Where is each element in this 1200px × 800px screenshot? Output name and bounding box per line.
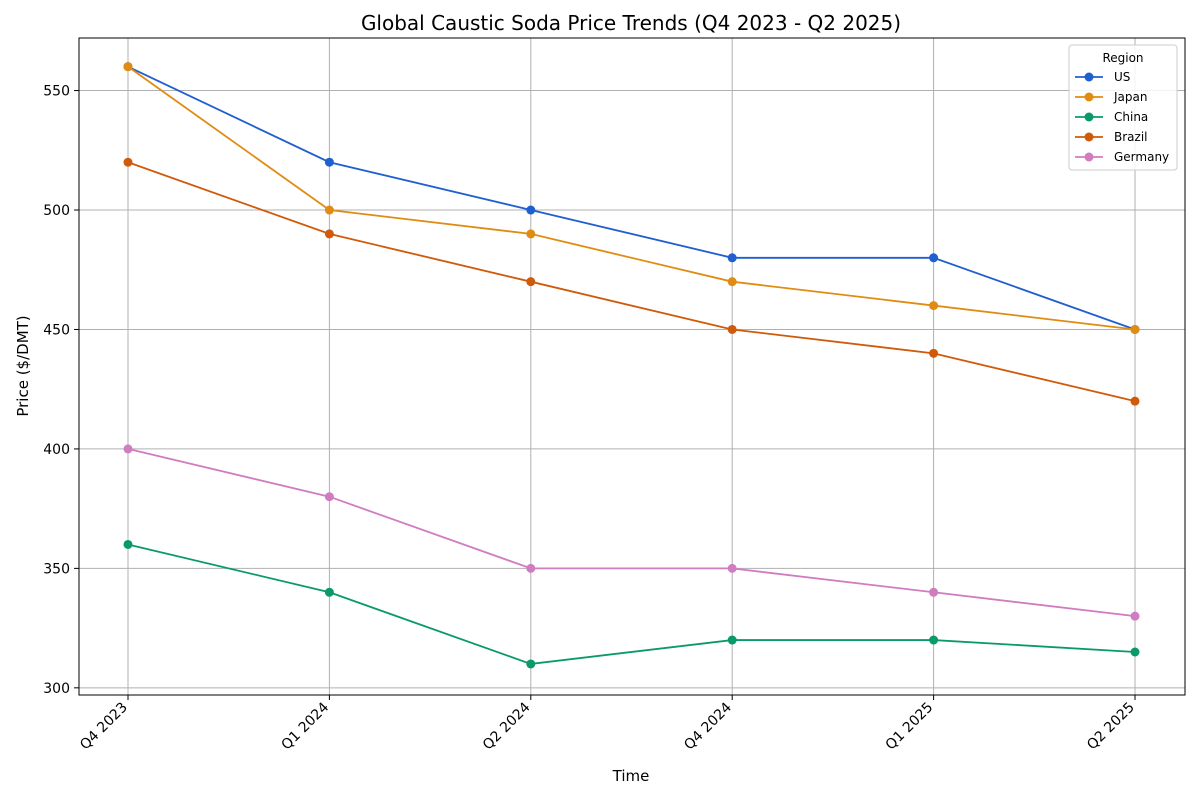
data-point [929,635,939,645]
data-point [929,348,939,358]
chart-title: Global Caustic Soda Price Trends (Q4 202… [361,11,901,35]
y-tick-label: 300 [43,681,70,697]
data-point [324,229,334,239]
y-tick-label: 550 [43,84,70,100]
legend-item-china: China [1075,110,1148,124]
data-point [123,157,133,167]
data-point [1130,396,1140,406]
data-point [123,62,133,72]
legend-item-us: US [1075,70,1130,84]
data-point [123,444,133,454]
series-layer [123,62,1140,669]
data-point [727,324,737,334]
data-point [727,635,737,645]
series-germany [123,444,1140,621]
data-point [324,205,334,215]
data-point [1130,324,1140,334]
y-tick-label: 500 [43,203,70,219]
legend-item-japan: Japan [1075,90,1147,104]
data-point [929,301,939,311]
x-axis-label: Time [612,767,650,785]
data-point [929,587,939,597]
series-line [127,65,1136,331]
y-tick-label: 400 [43,442,70,458]
y-tick-label: 450 [43,322,70,338]
data-point [324,492,334,502]
data-point [1130,611,1140,621]
y-axis-label: Price ($/DMT) [14,315,32,416]
data-point [526,659,536,669]
legend-item-brazil: Brazil [1075,130,1148,144]
series-line [127,65,1136,331]
plot-area-frame [78,37,1186,696]
data-point [324,587,334,597]
series-china [123,539,1140,669]
data-point [526,277,536,287]
data-point [1130,647,1140,657]
legend-marker [1084,92,1094,102]
y-tick-label: 350 [43,561,70,577]
data-point [929,253,939,263]
legend-marker [1084,152,1094,162]
legend: Region US Japan China Brazil Germany [1068,44,1178,171]
legend-label: Brazil [1114,130,1148,144]
data-point [727,277,737,287]
data-point [727,253,737,263]
data-point [727,563,737,573]
series-line [127,161,1136,403]
series-brazil [123,157,1140,406]
legend-label: Germany [1114,150,1169,164]
legend-marker [1084,112,1094,122]
data-point [526,229,536,239]
data-point [526,205,536,215]
series-line [127,448,1136,618]
legend-label: Japan [1113,90,1147,104]
legend-item-germany: Germany [1075,150,1169,164]
legend-label: US [1114,70,1130,84]
series-japan [123,62,1140,334]
legend-marker [1084,72,1094,82]
legend-title: Region [1102,51,1143,65]
data-point [123,539,133,549]
series-line [127,543,1136,665]
y-axis: 300 350 400 450 500 550 [43,84,79,697]
legend-marker [1084,132,1094,142]
data-point [526,563,536,573]
legend-label: China [1114,110,1148,124]
data-point [324,157,334,167]
